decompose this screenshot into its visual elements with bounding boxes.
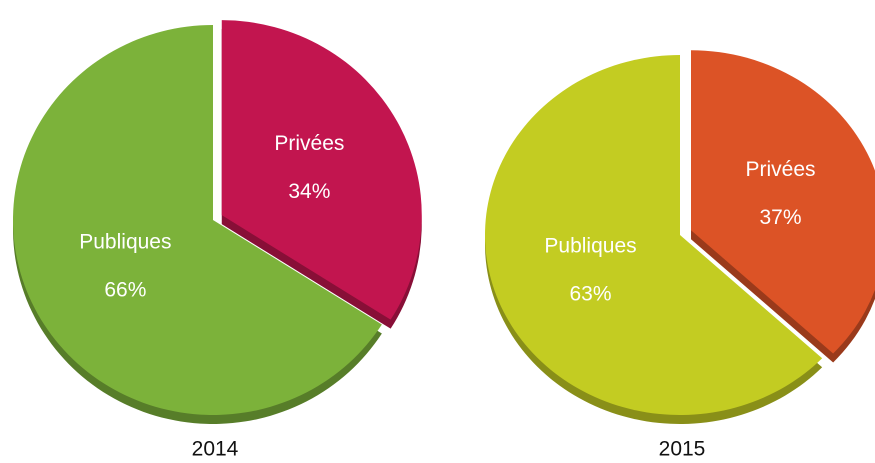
chart-title: 2014 <box>192 438 239 461</box>
slice-value-label: 63% <box>570 282 612 305</box>
slice <box>221 20 422 320</box>
slice <box>12 25 382 416</box>
slice-value-label: 34% <box>288 180 330 203</box>
slice-value-label: 37% <box>759 206 801 229</box>
slice-label: Privées <box>745 158 815 181</box>
slice <box>691 50 875 354</box>
slice <box>485 55 823 415</box>
slice-value-label: 66% <box>104 279 146 302</box>
slice-label: Privées <box>274 132 344 155</box>
chart-title: 2015 <box>659 438 706 461</box>
slice-label: Publiques <box>79 231 171 254</box>
slice-label: Publiques <box>544 234 636 257</box>
